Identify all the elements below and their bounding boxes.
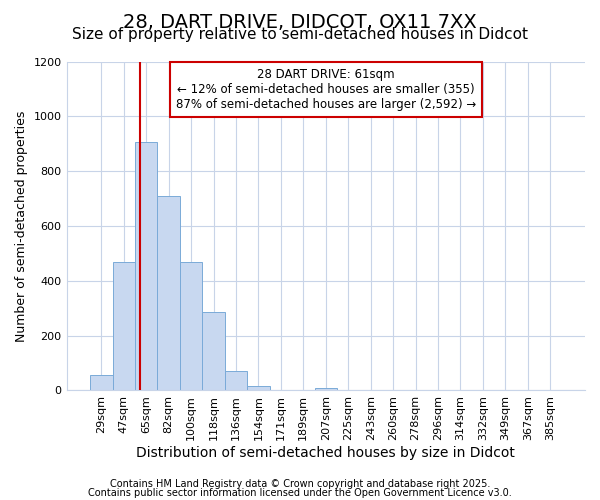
Bar bbox=[202, 312, 225, 390]
Text: 28 DART DRIVE: 61sqm
← 12% of semi-detached houses are smaller (355)
87% of semi: 28 DART DRIVE: 61sqm ← 12% of semi-detac… bbox=[176, 68, 476, 111]
Bar bbox=[180, 262, 202, 390]
Y-axis label: Number of semi-detached properties: Number of semi-detached properties bbox=[15, 110, 28, 342]
Bar bbox=[247, 386, 269, 390]
Text: 28, DART DRIVE, DIDCOT, OX11 7XX: 28, DART DRIVE, DIDCOT, OX11 7XX bbox=[123, 12, 477, 32]
Text: Size of property relative to semi-detached houses in Didcot: Size of property relative to semi-detach… bbox=[72, 28, 528, 42]
Bar bbox=[225, 372, 247, 390]
Text: Contains public sector information licensed under the Open Government Licence v3: Contains public sector information licen… bbox=[88, 488, 512, 498]
Text: Contains HM Land Registry data © Crown copyright and database right 2025.: Contains HM Land Registry data © Crown c… bbox=[110, 479, 490, 489]
X-axis label: Distribution of semi-detached houses by size in Didcot: Distribution of semi-detached houses by … bbox=[136, 446, 515, 460]
Bar bbox=[113, 262, 135, 390]
Bar bbox=[157, 196, 180, 390]
Bar bbox=[135, 142, 157, 390]
Bar bbox=[314, 388, 337, 390]
Bar bbox=[90, 376, 113, 390]
